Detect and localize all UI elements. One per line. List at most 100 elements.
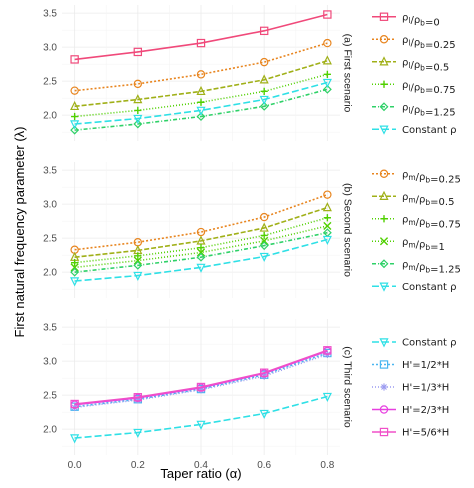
- data-point: [259, 368, 269, 377]
- legend-key-marker: [379, 125, 389, 135]
- data-point: [197, 386, 205, 394]
- panel-legend: Constant ρ H'=1/2*H H'=1/3*H H'=2/3*H H'=5/6…: [372, 338, 456, 439]
- legend-key-marker: [379, 190, 389, 200]
- series-line: [74, 353, 328, 409]
- legend-label: ρl/ρb=0.75: [402, 80, 456, 96]
- data-point: [260, 87, 268, 95]
- data-point: [133, 260, 143, 270]
- legend-key-marker: [380, 383, 388, 391]
- data-point: [196, 38, 206, 48]
- data-point: [259, 95, 269, 105]
- data-point: [322, 392, 332, 402]
- y-tick-label: 2.0: [43, 268, 57, 279]
- y-tick-label: 2.0: [43, 111, 57, 122]
- panel-series-group: [70, 346, 332, 444]
- data-point: [259, 241, 269, 251]
- data-point: [196, 70, 206, 79]
- legend-key-marker: [380, 215, 388, 223]
- data-point: [70, 263, 79, 272]
- panel-strip-label: (c) Third scenario: [342, 346, 354, 428]
- x-tick-label: 0.6: [257, 460, 271, 471]
- data-point: [322, 235, 332, 245]
- data-point: [323, 70, 331, 78]
- data-point: [134, 252, 142, 260]
- panel-legend: ρl/ρb=0 ρl/ρb=0.25 ρl/ρb=0.5 ρl/ρb=0.75 ρl/ρ…: [372, 12, 456, 136]
- data-point: [323, 214, 331, 222]
- data-point: [133, 271, 143, 282]
- legend-label: ρl/ρb=0.25: [402, 35, 456, 51]
- data-point: [197, 244, 205, 252]
- panel-grid: [62, 319, 340, 455]
- data-point: [71, 259, 79, 267]
- data-point: [323, 10, 332, 19]
- data-point: [70, 267, 80, 277]
- legend-label: H'=2/3*H: [402, 405, 449, 416]
- legend-key-marker: [379, 259, 389, 269]
- y-tick-label: 3.5: [43, 9, 57, 20]
- x-axis-title: Taper ratio (α): [160, 466, 241, 481]
- legend-label: H'=1/3*H: [402, 383, 449, 394]
- panel-strip-label: (b) Second scenario: [342, 183, 354, 277]
- data-point: [259, 101, 269, 111]
- legend-label: ρm/ρb=0.5: [402, 192, 454, 208]
- legend-label: ρm/ρb=0.75: [402, 214, 461, 230]
- series-line: [74, 73, 328, 118]
- data-point: [260, 231, 268, 240]
- legend-label: Constant ρ: [402, 338, 456, 349]
- series-line: [74, 206, 328, 258]
- x-tick-label: 0.8: [320, 460, 334, 471]
- y-tick-label: 3.5: [43, 166, 57, 177]
- data-point: [259, 26, 269, 36]
- legend-label: Constant ρ: [402, 282, 456, 293]
- y-tick-label: 2.5: [43, 391, 57, 402]
- panel-grid: [62, 162, 340, 298]
- data-point: [133, 119, 143, 129]
- legend-key-marker: [379, 338, 389, 348]
- legend-label: ρl/ρb=0.5: [402, 57, 449, 73]
- data-point: [134, 106, 142, 114]
- data-point: [133, 94, 143, 104]
- data-point: [71, 112, 79, 121]
- data-point: [196, 235, 206, 245]
- series-line: [74, 42, 328, 92]
- legend-key-marker: [379, 405, 389, 414]
- panel-series-group: [70, 10, 332, 135]
- data-point: [133, 256, 142, 265]
- y-tick-label: 2.0: [43, 425, 57, 436]
- data-point: [196, 248, 206, 257]
- data-point: [196, 263, 206, 273]
- data-point: [70, 120, 80, 130]
- data-point: [70, 125, 80, 135]
- data-point: [196, 106, 206, 116]
- legend-label: ρm/ρb=1.25: [402, 259, 461, 275]
- legend-label: H'=1/2*H: [402, 360, 449, 371]
- legend-key-marker: [379, 12, 389, 21]
- data-point: [196, 85, 206, 96]
- data-point: [70, 86, 79, 95]
- data-point: [133, 114, 143, 125]
- y-tick-label: 3.0: [43, 200, 57, 211]
- y-tick-label: 3.5: [43, 323, 57, 334]
- y-axis-title: First natural frequency parameter (λ): [12, 127, 27, 338]
- data-point: [259, 409, 269, 419]
- legend-key-marker: [380, 80, 388, 88]
- data-point: [70, 434, 80, 444]
- data-point: [323, 190, 332, 199]
- x-tick-label: 0.4: [194, 460, 208, 471]
- legend-key-marker: [379, 169, 389, 178]
- x-tick-label: 0.0: [68, 460, 82, 471]
- legend-label: Constant ρ: [402, 125, 456, 136]
- legend-label: ρl/ρb=0: [402, 12, 440, 28]
- panels-layer: 2.0 2.5 3.0 3.5 (a) First scenario ρl/ρb=0 ρl/…: [43, 5, 461, 471]
- panel-strip-label: (a) First scenario: [342, 34, 354, 113]
- panel-2: 2.0 2.5 3.0 3.5 (b) Second scenario ρm/ρb=0.2…: [43, 162, 461, 298]
- panel-1: 2.02.53.03.5(a) First scenarioρl/ρb=0ρl/…: [43, 5, 456, 141]
- data-point: [322, 78, 332, 88]
- data-point: [196, 382, 206, 392]
- data-point: [259, 252, 269, 262]
- data-point: [259, 57, 269, 67]
- y-tick-label: 3.0: [43, 357, 57, 368]
- legend-key-marker: [379, 237, 389, 246]
